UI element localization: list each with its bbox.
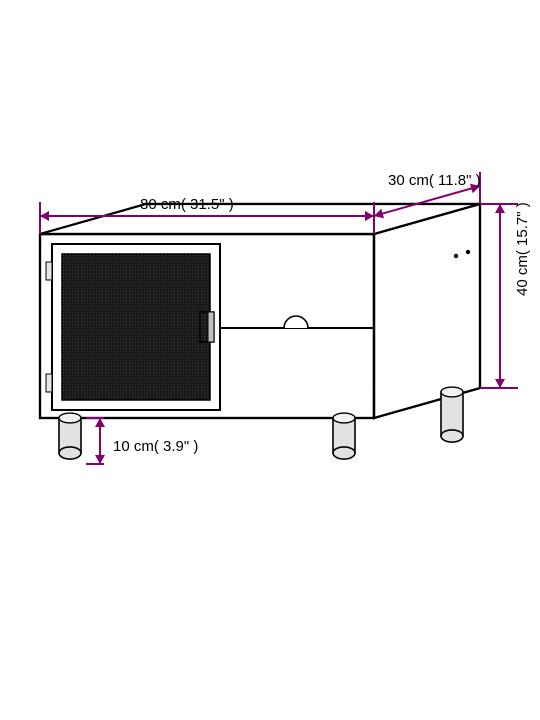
handle-bar — [208, 312, 214, 342]
leg-foot — [333, 447, 355, 459]
leg-foot — [441, 430, 463, 442]
dim-width-label: 80 cm( 31.5" ) — [140, 196, 234, 213]
diagram-svg — [0, 0, 540, 720]
door-mesh — [62, 254, 210, 400]
hinge-top — [46, 262, 52, 280]
dim-depth-label: 30 cm( 11.8" ) — [388, 172, 481, 189]
dim-height-label: 40 cm( 15.7" ) — [514, 202, 531, 296]
mount-dot — [466, 250, 470, 254]
mount-dot — [454, 254, 458, 258]
dim-leg-label: 10 cm( 3.9" ) — [113, 438, 198, 455]
leg-foot — [59, 447, 81, 459]
hinge-bottom — [46, 374, 52, 392]
diagram-stage: 80 cm( 31.5" ) 30 cm( 11.8" ) 40 cm( 15.7"… — [0, 0, 540, 720]
cabinet-side — [374, 204, 480, 418]
